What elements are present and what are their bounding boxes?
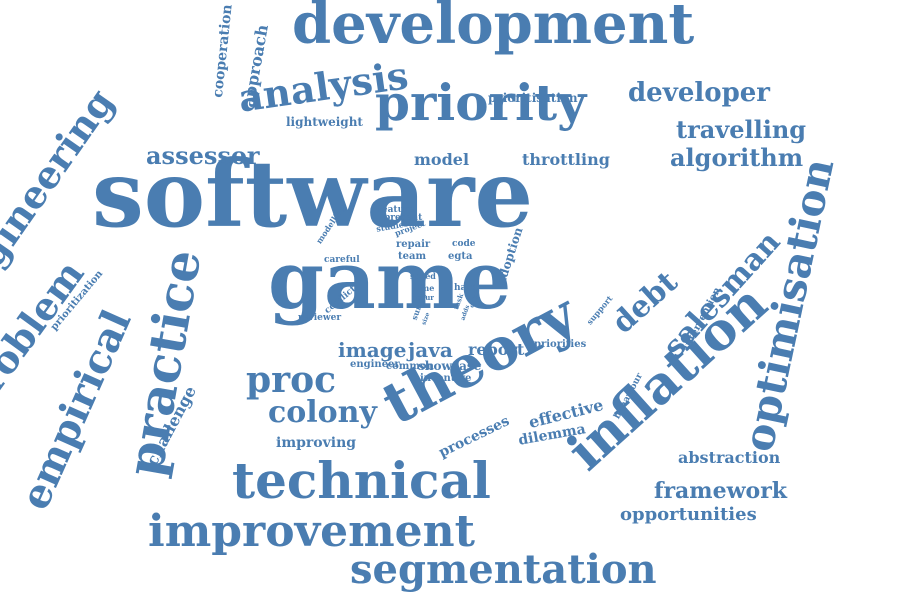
word-present: present: [384, 213, 423, 223]
word-engineer: engineer: [350, 359, 400, 370]
word-proc: proc: [246, 359, 337, 401]
word-travelling: travelling: [676, 115, 807, 144]
word-segmentation: segmentation: [350, 546, 657, 593]
word-model: model: [414, 150, 470, 169]
word-careful: careful: [324, 255, 360, 265]
word-technical: technical: [232, 451, 491, 510]
word-colony: colony: [268, 395, 377, 430]
word-game: game: [268, 233, 512, 327]
word-improvement: improvement: [148, 506, 475, 557]
word-framework: framework: [654, 478, 788, 504]
word-lightweight: lightweight: [286, 115, 363, 129]
word-throttling: throttling: [522, 150, 610, 169]
word-egta: egta: [448, 251, 473, 262]
word-repair: repair: [396, 239, 431, 250]
word-incentive: incentive: [420, 373, 472, 384]
word-algorithm: algorithm: [670, 143, 804, 172]
word-improving: improving: [276, 435, 357, 451]
word-reviewer: reviewer: [298, 313, 342, 323]
word-hard: hard: [454, 283, 478, 293]
word-developer: developer: [628, 78, 771, 108]
word-time: time: [414, 283, 435, 293]
word-software: software: [92, 140, 534, 248]
word-feature: feature: [378, 205, 415, 215]
word-image: image: [338, 338, 407, 362]
word-cooperation: cooperation: [209, 3, 236, 99]
word-code: code: [452, 239, 476, 249]
word-opportunities: opportunities: [620, 504, 757, 525]
word-priorities: priorities: [534, 339, 587, 350]
word-common: common: [386, 361, 434, 372]
word-showcase: showcase: [418, 359, 482, 373]
word-development: development: [292, 0, 695, 57]
word-java: java: [408, 338, 453, 362]
word-report: report: [468, 340, 525, 359]
word-priority: priority: [375, 73, 587, 132]
word-team: team: [398, 251, 427, 262]
word-prioritisation: prioritisation: [488, 91, 578, 105]
word-assessor: assessor: [146, 141, 260, 170]
word-speed: speed: [410, 271, 436, 281]
word-abstraction: abstraction: [678, 448, 781, 467]
word-occur: occur: [412, 293, 434, 302]
